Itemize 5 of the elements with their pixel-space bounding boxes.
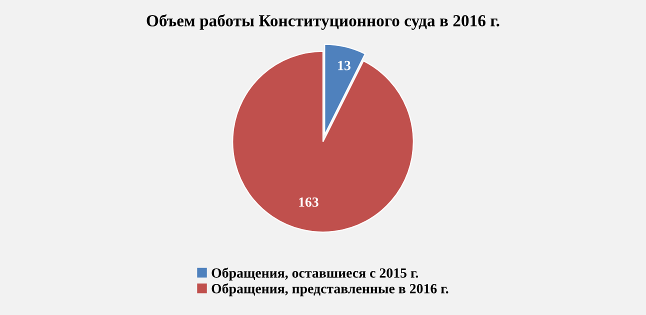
legend-label: Обращения, оставшиеся с 2015 г. [212,268,418,281]
data-label: 163 [299,197,318,207]
chart-title: Объем работы Конституционного суда в 2016 г. [146,14,500,30]
data-label: 13 [338,60,350,70]
legend-label: Обращения, представленные в 2016 г. [212,283,448,296]
